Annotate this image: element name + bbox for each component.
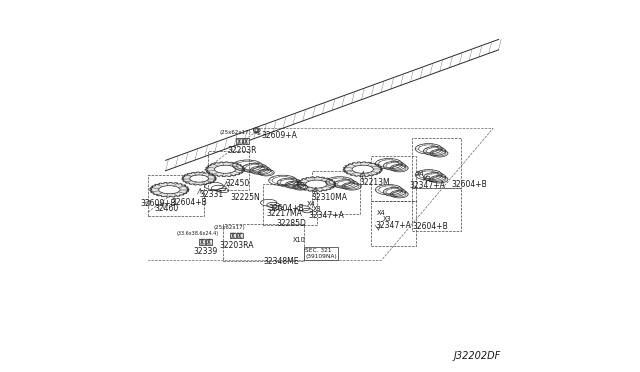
Text: 32604+B: 32604+B (412, 222, 448, 231)
Bar (412, 188, 461, 231)
Bar (230, 232, 236, 238)
Polygon shape (182, 172, 216, 185)
Text: X10: X10 (293, 237, 306, 243)
Bar (237, 232, 243, 238)
Text: X3: X3 (383, 216, 391, 222)
Text: 32604+B: 32604+B (172, 198, 207, 207)
Text: 32460: 32460 (154, 204, 179, 213)
Ellipse shape (214, 165, 236, 173)
Text: (25x62x17): (25x62x17) (213, 225, 245, 230)
Text: X4: X4 (307, 201, 316, 207)
Text: 32604+B: 32604+B (451, 180, 487, 189)
Text: X4: X4 (377, 210, 386, 216)
Text: 32285D: 32285D (277, 219, 307, 228)
Ellipse shape (159, 186, 180, 194)
Bar (264, 184, 317, 225)
Text: 32348ME: 32348ME (264, 257, 299, 266)
Text: 32450: 32450 (225, 179, 250, 187)
Text: J32202DF: J32202DF (453, 351, 500, 361)
Ellipse shape (305, 180, 327, 188)
Bar (206, 239, 212, 245)
Bar (412, 138, 461, 188)
Text: 32347+A: 32347+A (308, 211, 344, 219)
Text: 32604+B: 32604+B (268, 204, 303, 213)
Bar (371, 201, 416, 246)
Text: X3: X3 (422, 176, 431, 182)
Polygon shape (343, 162, 383, 177)
Text: 32217MA: 32217MA (266, 209, 302, 218)
Bar (209, 151, 250, 190)
Text: (33.6x38.6x24.4): (33.6x38.6x24.4) (177, 231, 219, 236)
Text: 32331: 32331 (199, 190, 223, 199)
Text: 32609+A: 32609+A (262, 131, 298, 140)
Polygon shape (205, 162, 244, 177)
Ellipse shape (189, 175, 209, 182)
Text: 32225N: 32225N (231, 193, 260, 202)
Text: 32609+B: 32609+B (141, 199, 177, 208)
Polygon shape (150, 182, 189, 197)
Text: 32339: 32339 (193, 247, 218, 256)
Bar (312, 171, 360, 214)
Text: SEC. 321
(39109NA): SEC. 321 (39109NA) (305, 248, 337, 259)
Text: 32213M: 32213M (360, 178, 390, 187)
Text: X3: X3 (312, 206, 321, 212)
Text: 32203R: 32203R (228, 146, 257, 155)
Text: 32347+A: 32347+A (375, 221, 411, 230)
Text: 32203RA: 32203RA (219, 241, 253, 250)
Text: 32310MA: 32310MA (311, 193, 347, 202)
Text: X4: X4 (416, 171, 425, 177)
Bar (199, 239, 205, 245)
Bar (236, 138, 242, 144)
Bar (148, 175, 204, 216)
Text: (25x62x17): (25x62x17) (220, 131, 251, 135)
Bar (223, 224, 305, 261)
Polygon shape (296, 177, 336, 192)
Bar (243, 138, 249, 144)
Text: 32347+A: 32347+A (410, 181, 445, 190)
Ellipse shape (352, 165, 374, 173)
Bar (371, 156, 416, 201)
